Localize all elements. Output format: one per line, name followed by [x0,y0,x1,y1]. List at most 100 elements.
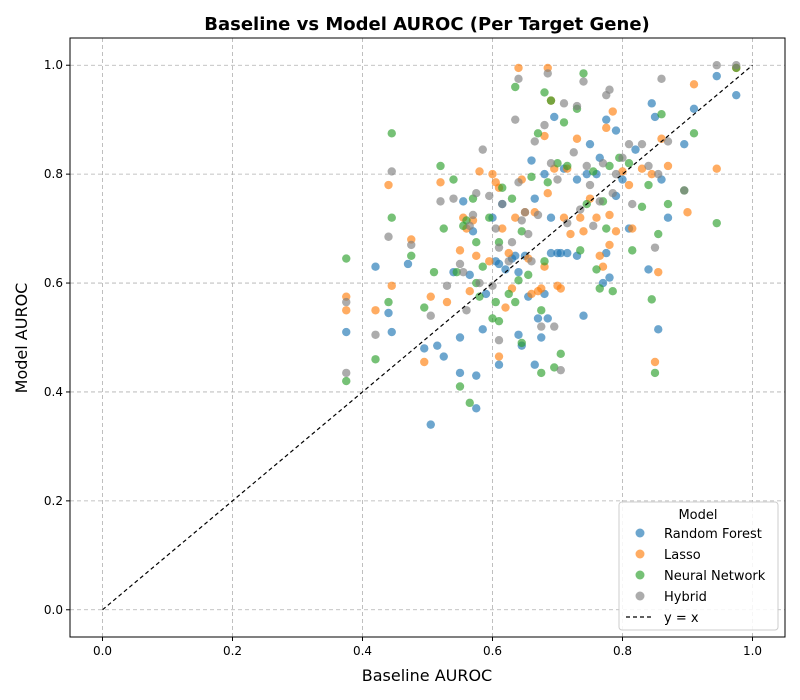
data-point [494,360,504,369]
data-point [439,224,448,233]
data-point [436,161,445,171]
data-point [608,107,617,116]
y-tick-label: 0.0 [44,603,63,617]
data-point [650,243,660,252]
data-point [533,210,543,220]
data-point [689,129,699,138]
data-point [598,159,608,168]
data-point [618,153,627,162]
data-point [563,161,572,171]
data-point [605,85,614,94]
data-point [540,169,549,179]
data-point [595,251,604,261]
legend-marker [635,570,645,580]
data-point [468,210,478,220]
data-point [530,137,539,146]
data-point [514,330,523,339]
data-point [488,169,497,179]
data-point [576,213,585,222]
data-point [426,420,435,429]
data-point [436,197,445,206]
y-tick-label: 0.8 [44,167,63,181]
data-point [498,183,507,192]
data-point [712,71,721,81]
data-point [657,110,666,119]
data-point [420,303,429,312]
data-point [465,270,474,280]
data-point [455,368,465,378]
data-point [550,363,559,372]
x-axis: 0.0 0.2 0.4 0.6 0.8 1.0 [93,637,762,658]
data-point [498,224,507,233]
data-point [546,213,556,222]
data-point [488,314,497,323]
legend-item-label: Random Forest [664,527,762,542]
data-point [455,333,465,342]
data-point [524,229,533,239]
data-point [504,248,513,258]
data-point [637,164,647,173]
data-point [618,167,627,176]
data-point [644,265,653,274]
data-point [654,169,663,179]
data-point [342,376,351,386]
data-point [712,61,721,70]
data-point [420,344,429,353]
data-point [459,197,468,206]
data-point [598,262,608,271]
data-point [647,169,656,179]
data-point [650,112,660,122]
data-point [371,330,380,339]
data-point [501,265,510,274]
data-point [511,251,520,261]
legend-item-label: Neural Network [664,569,766,584]
data-point [527,289,536,299]
data-point [543,314,552,323]
data-point [514,267,523,277]
data-point [556,365,565,375]
data-point [342,327,351,337]
data-point [657,134,666,143]
reference-line [102,64,753,611]
data-point [543,69,552,78]
legend-item-label: y = x [664,611,699,626]
data-point [387,281,396,290]
data-point [442,281,452,290]
data-point [663,213,673,222]
data-point [537,333,546,342]
y-axis-label: Model AUROC [12,283,31,394]
data-point [472,251,481,261]
legend-item-label: Lasso [664,548,701,563]
data-point [504,257,513,266]
data-point [472,404,481,413]
data-point [602,123,611,133]
data-point [514,63,523,73]
data-point [631,145,640,154]
data-point [579,227,588,236]
data-point [563,248,572,258]
data-point [530,360,539,369]
data-point [582,161,591,171]
data-point [491,224,500,233]
x-tick-label: 0.2 [223,644,242,658]
data-point [472,188,481,198]
legend-marker [635,591,645,601]
legend-title: Model [678,508,717,523]
data-point [507,194,517,203]
data-point [501,303,510,312]
data-point [533,129,543,138]
data-point [387,213,396,222]
data-point [628,246,637,255]
data-point [494,259,504,269]
data-point [585,180,595,190]
data-point [488,281,497,290]
data-point [647,295,656,304]
data-point [455,246,465,255]
data-point [663,199,673,209]
data-point [517,338,526,348]
data-point [644,161,653,171]
data-point [387,327,396,337]
data-point [556,349,565,359]
data-point [475,292,484,301]
